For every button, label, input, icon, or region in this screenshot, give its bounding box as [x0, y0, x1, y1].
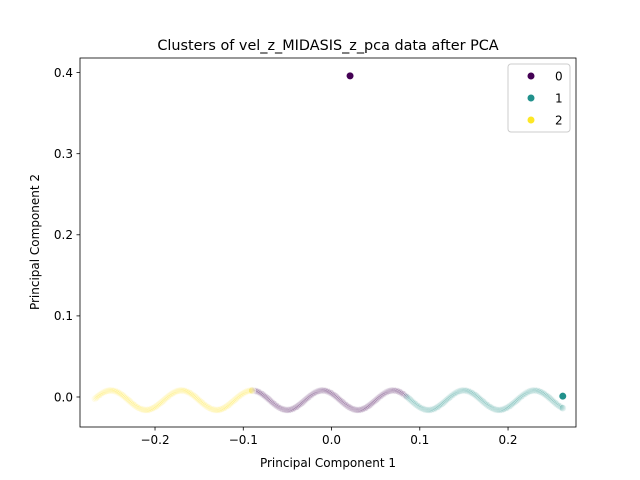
legend-marker: [526, 115, 536, 125]
plot-frame: [79, 57, 577, 428]
plot-background: [80, 58, 576, 427]
y-tick-label: 0.2: [54, 228, 73, 242]
data-point-highlight: [558, 392, 567, 401]
legend-box: [507, 63, 571, 133]
y-tick-label: 0.1: [54, 309, 73, 323]
x-tick-label: −0.1: [229, 433, 258, 447]
legend-marker: [526, 71, 536, 81]
plot-area: [79, 57, 577, 428]
x-tick-label: 0.0: [322, 433, 341, 447]
legend-label: 0: [555, 70, 563, 84]
x-tick-label: −0.2: [140, 433, 169, 447]
y-tick-label: 0.0: [54, 390, 73, 404]
x-axis-label: Principal Component 1: [260, 456, 396, 470]
data-point-highlight: [345, 71, 355, 80]
legend-label: 1: [555, 92, 563, 106]
x-tick-label: 0.2: [498, 433, 517, 447]
legend-marker: [526, 93, 536, 103]
data-point: [248, 386, 256, 395]
chart-title: Clusters of vel_z_MIDASIS_z_pca data aft…: [157, 38, 498, 54]
y-tick-label: 0.4: [54, 66, 73, 80]
x-axis: −0.2 −0.1 0.0 0.1 0.2: [140, 427, 518, 447]
legend-label: 2: [555, 114, 563, 128]
y-tick-label: 0.3: [54, 147, 73, 161]
y-axis-label: Principal Component 2: [28, 174, 42, 310]
y-axis: 0.0 0.1 0.2 0.3 0.4: [54, 66, 80, 404]
x-tick-label: 0.1: [410, 433, 429, 447]
data-point: [558, 404, 567, 412]
points-layer: [91, 71, 567, 414]
legend: 0 1 2: [507, 63, 571, 133]
